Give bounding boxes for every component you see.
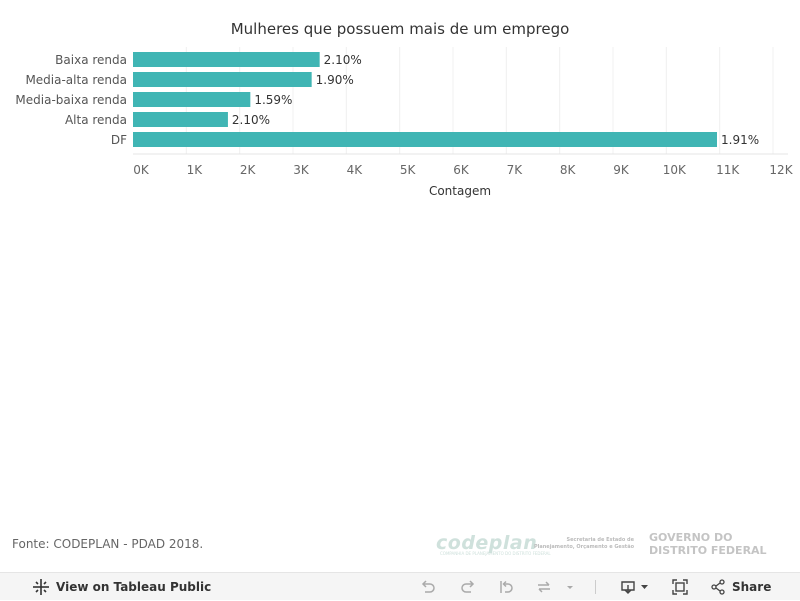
share-icon xyxy=(711,579,725,595)
tableau-logo-icon xyxy=(33,579,49,595)
x-tick-label: 3K xyxy=(293,163,310,177)
data-label: 1.91% xyxy=(721,133,759,147)
share-button[interactable]: Share xyxy=(710,573,771,601)
bar[interactable] xyxy=(133,132,717,147)
logo-strip: codeplan COMPANHIA DE PLANEJAMENTO DO DI… xyxy=(436,530,776,560)
x-tick-label: 6K xyxy=(453,163,470,177)
share-label: Share xyxy=(732,580,772,594)
fullscreen-icon[interactable] xyxy=(672,579,688,595)
category-label: Baixa renda xyxy=(55,53,127,67)
x-axis-title: Contagem xyxy=(429,184,491,198)
x-tick-label: 7K xyxy=(507,163,524,177)
download-icon[interactable] xyxy=(620,579,652,595)
secretaria-logo: Secretaria de Estado de Planejamento, Or… xyxy=(534,537,634,550)
bar-chart: 2.10% 1.90% 1.59% 2.10% 1.91% Baixa renda Med… xyxy=(15,47,794,198)
governo-logo: GOVERNO DO DISTRITO FEDERAL xyxy=(649,531,767,557)
data-labels: 2.10% 1.90% 1.59% 2.10% 1.91% xyxy=(232,53,759,147)
category-label: Alta renda xyxy=(65,113,127,127)
x-tick-label: 11K xyxy=(716,163,740,177)
bar[interactable] xyxy=(133,52,320,67)
x-tick-label: 8K xyxy=(560,163,577,177)
x-axis-ticks: 0K 1K 2K 3K 4K 5K 6K 7K 8K 9K 10K 11K 12K xyxy=(133,163,793,177)
toolbar-divider xyxy=(595,580,596,594)
bar[interactable] xyxy=(133,112,228,127)
category-labels: Baixa renda Media-alta renda Media-baixa r… xyxy=(15,53,127,147)
data-label: 2.10% xyxy=(324,53,362,67)
x-tick-label: 4K xyxy=(347,163,364,177)
refresh-icon[interactable] xyxy=(536,579,552,595)
data-label: 1.59% xyxy=(254,93,292,107)
bar[interactable] xyxy=(133,72,312,87)
x-tick-label: 2K xyxy=(240,163,257,177)
x-tick-label: 9K xyxy=(613,163,630,177)
x-tick-label: 12K xyxy=(769,163,793,177)
view-on-tableau-button[interactable]: View on Tableau Public xyxy=(32,573,211,601)
codeplan-logo-subtitle: COMPANHIA DE PLANEJAMENTO DO DISTRITO FE… xyxy=(440,551,551,556)
revert-icon[interactable] xyxy=(498,579,514,595)
x-tick-label: 0K xyxy=(133,163,150,177)
x-tick-label: 10K xyxy=(663,163,687,177)
category-label: Media-baixa renda xyxy=(15,93,127,107)
tableau-toolbar: View on Tableau Public Share xyxy=(0,572,800,600)
undo-icon[interactable] xyxy=(420,579,436,595)
viz-area: Mulheres que possuem mais de um emprego … xyxy=(12,20,794,560)
redo-icon[interactable] xyxy=(460,579,476,595)
bars xyxy=(133,52,717,147)
codeplan-logo: codeplan xyxy=(436,532,538,554)
source-note: Fonte: CODEPLAN - PDAD 2018. xyxy=(12,537,204,551)
x-tick-label: 5K xyxy=(400,163,417,177)
bar[interactable] xyxy=(133,92,251,107)
category-label: DF xyxy=(111,133,127,147)
chart-title: Mulheres que possuem mais de um emprego xyxy=(230,20,570,38)
data-label: 1.90% xyxy=(316,73,354,87)
data-label: 2.10% xyxy=(232,113,270,127)
x-tick-label: 1K xyxy=(187,163,204,177)
category-label: Media-alta renda xyxy=(25,73,127,87)
view-on-tableau-label: View on Tableau Public xyxy=(56,580,212,594)
dropdown-icon[interactable] xyxy=(562,579,578,595)
